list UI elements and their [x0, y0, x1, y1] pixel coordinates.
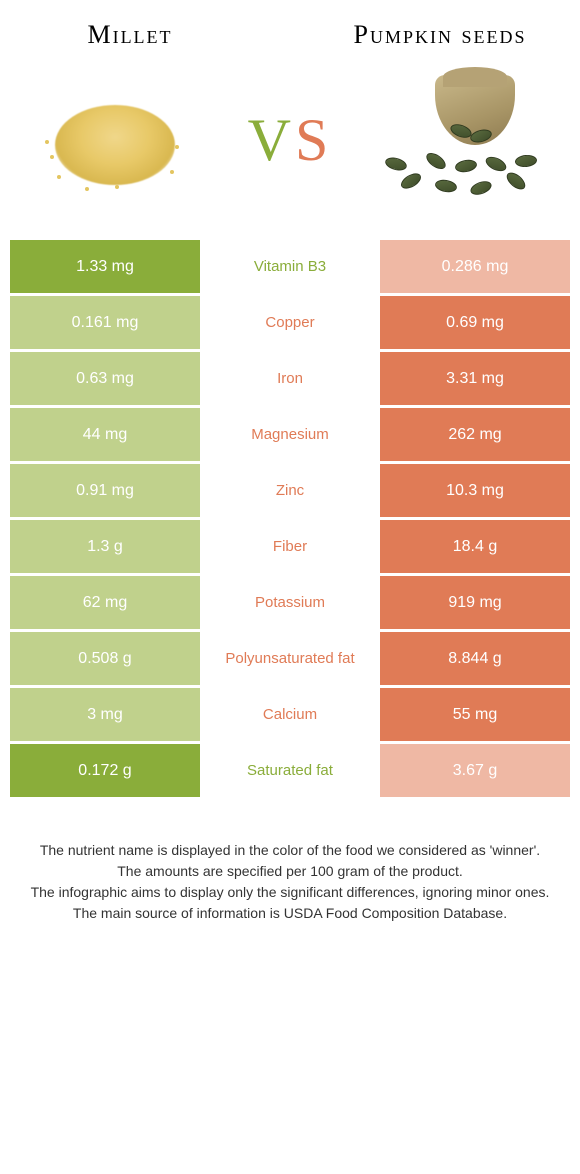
nutrient-table: 1.33 mgVitamin B30.286 mg0.161 mgCopper0…	[10, 240, 570, 800]
table-row: 0.91 mgZinc10.3 mg	[10, 464, 570, 520]
millet-image	[30, 65, 200, 215]
table-row: 1.33 mgVitamin B30.286 mg	[10, 240, 570, 296]
vs-letter-s: S	[295, 107, 332, 173]
left-value-cell: 0.161 mg	[10, 296, 200, 349]
right-value-cell: 0.286 mg	[380, 240, 570, 293]
right-value-cell: 10.3 mg	[380, 464, 570, 517]
left-food-title: Millet	[40, 20, 220, 50]
footer-line: The nutrient name is displayed in the co…	[30, 840, 550, 861]
right-value-cell: 0.69 mg	[380, 296, 570, 349]
left-value-cell: 0.91 mg	[10, 464, 200, 517]
table-row: 3 mgCalcium55 mg	[10, 688, 570, 744]
left-value-cell: 44 mg	[10, 408, 200, 461]
table-row: 0.63 mgIron3.31 mg	[10, 352, 570, 408]
nutrient-name-cell: Zinc	[200, 464, 380, 517]
nutrient-name-cell: Magnesium	[200, 408, 380, 461]
pumpkin-seeds-icon	[380, 70, 550, 210]
left-value-cell: 0.172 g	[10, 744, 200, 797]
table-row: 0.172 gSaturated fat3.67 g	[10, 744, 570, 800]
right-food-title: Pumpkin seeds	[340, 20, 540, 50]
nutrient-name-cell: Saturated fat	[200, 744, 380, 797]
right-value-cell: 55 mg	[380, 688, 570, 741]
footer-line: The amounts are specified per 100 gram o…	[30, 861, 550, 882]
footer-line: The main source of information is USDA F…	[30, 903, 550, 924]
left-value-cell: 1.33 mg	[10, 240, 200, 293]
footer-notes: The nutrient name is displayed in the co…	[0, 800, 580, 924]
nutrient-name-cell: Iron	[200, 352, 380, 405]
right-value-cell: 262 mg	[380, 408, 570, 461]
right-value-cell: 18.4 g	[380, 520, 570, 573]
right-value-cell: 8.844 g	[380, 632, 570, 685]
right-value-cell: 3.67 g	[380, 744, 570, 797]
left-value-cell: 1.3 g	[10, 520, 200, 573]
millet-icon	[45, 85, 185, 195]
left-value-cell: 0.508 g	[10, 632, 200, 685]
table-row: 1.3 gFiber18.4 g	[10, 520, 570, 576]
nutrient-name-cell: Copper	[200, 296, 380, 349]
left-value-cell: 0.63 mg	[10, 352, 200, 405]
table-row: 0.161 mgCopper0.69 mg	[10, 296, 570, 352]
table-row: 0.508 gPolyunsaturated fat8.844 g	[10, 632, 570, 688]
table-row: 44 mgMagnesium262 mg	[10, 408, 570, 464]
header-row: Millet Pumpkin seeds	[0, 0, 580, 50]
right-value-cell: 3.31 mg	[380, 352, 570, 405]
nutrient-name-cell: Polyunsaturated fat	[200, 632, 380, 685]
images-row: VS	[0, 50, 580, 240]
nutrient-name-cell: Vitamin B3	[200, 240, 380, 293]
left-value-cell: 62 mg	[10, 576, 200, 629]
right-value-cell: 919 mg	[380, 576, 570, 629]
table-row: 62 mgPotassium919 mg	[10, 576, 570, 632]
pumpkin-seeds-image	[380, 65, 550, 215]
footer-line: The infographic aims to display only the…	[30, 882, 550, 903]
left-value-cell: 3 mg	[10, 688, 200, 741]
nutrient-name-cell: Potassium	[200, 576, 380, 629]
vs-letter-v: V	[248, 107, 295, 173]
nutrient-name-cell: Calcium	[200, 688, 380, 741]
nutrient-name-cell: Fiber	[200, 520, 380, 573]
vs-badge: VS	[248, 106, 333, 175]
